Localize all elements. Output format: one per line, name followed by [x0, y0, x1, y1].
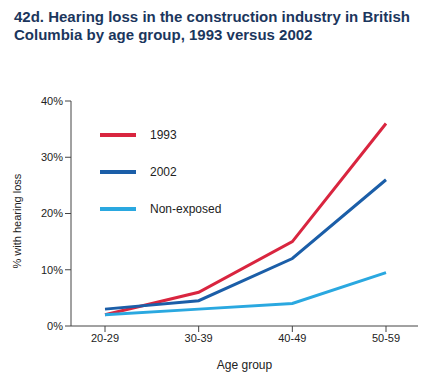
svg-text:0%: 0%: [47, 320, 63, 332]
svg-text:30%: 30%: [41, 151, 63, 163]
svg-text:Age group: Age group: [217, 358, 273, 372]
svg-text:% with hearing loss: % with hearing loss: [11, 173, 23, 268]
svg-text:50-59: 50-59: [372, 332, 400, 344]
svg-text:40-49: 40-49: [278, 332, 306, 344]
html-text:1993: 1993: [150, 127, 177, 142]
svg-text:30-39: 30-39: [185, 332, 213, 344]
svg-text:20-29: 20-29: [91, 332, 119, 344]
html-text:42d. Hearing loss in the const: 42d. Hearing loss in the construction in…: [14, 8, 410, 43]
html-text:2002: 2002: [150, 164, 177, 179]
svg-text:20%: 20%: [41, 207, 63, 219]
svg-text:10%: 10%: [41, 264, 63, 276]
svg-text:40%: 40%: [41, 95, 63, 107]
html-text:Non-exposed: Non-exposed: [150, 201, 222, 216]
